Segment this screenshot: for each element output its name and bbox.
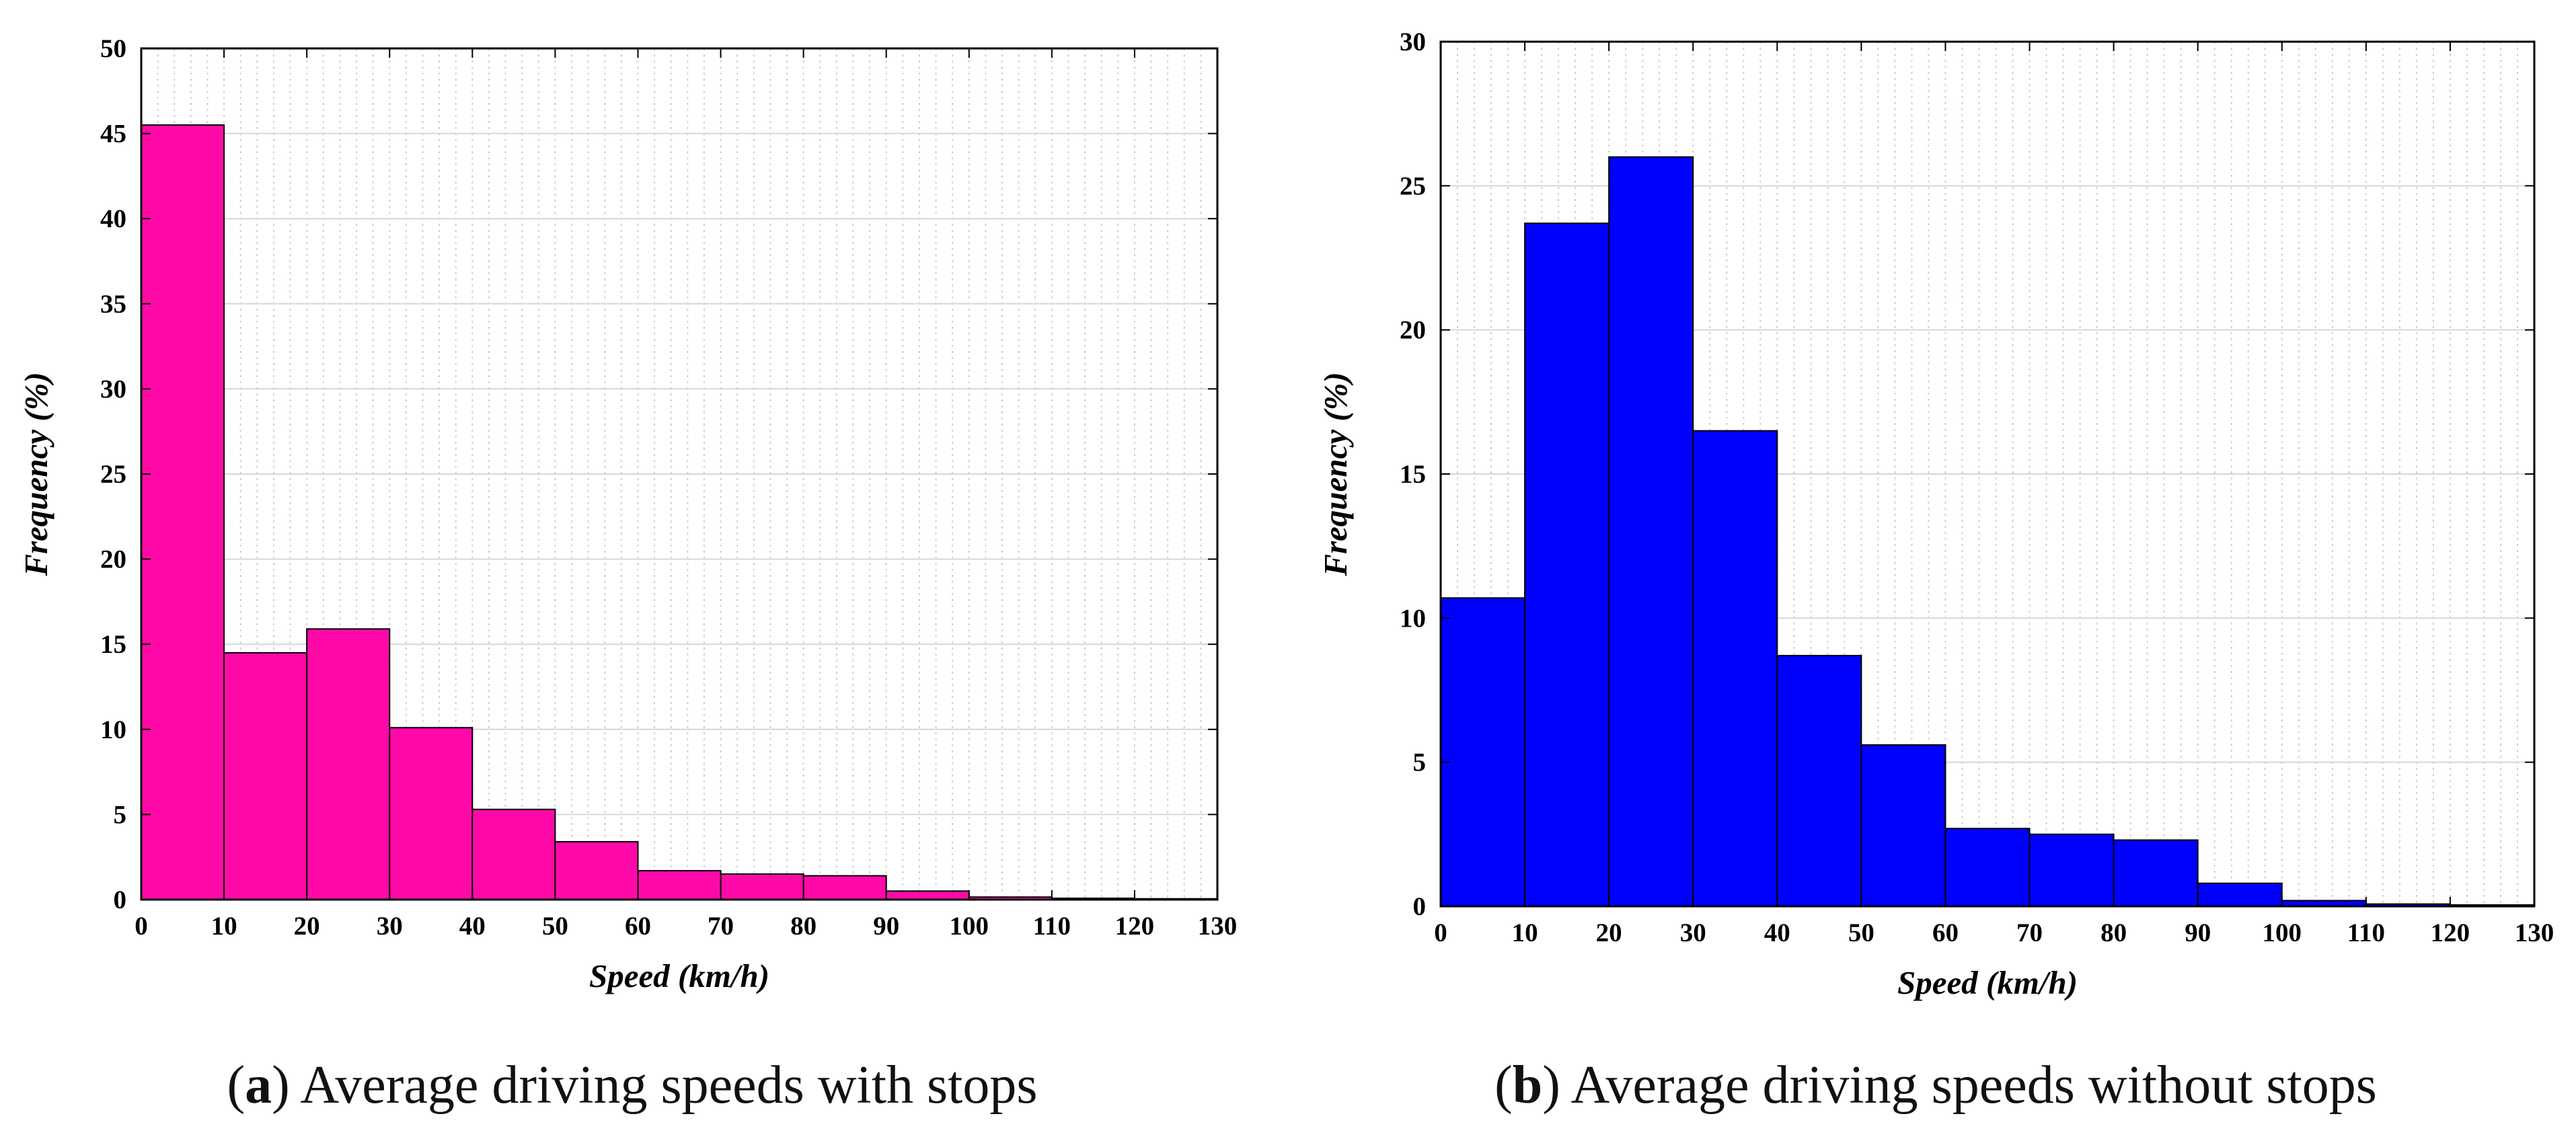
y-tick-label-a-10: 10 bbox=[100, 715, 126, 744]
bar-b-90-100 bbox=[2197, 882, 2283, 907]
y-tick-label-b-20: 20 bbox=[1400, 316, 1426, 345]
caption-letter-b: b bbox=[1513, 1056, 1543, 1115]
x-tick-label-a-50: 50 bbox=[542, 912, 568, 941]
y-tick-label-a-30: 30 bbox=[100, 375, 126, 403]
x-tick-label-b-0: 0 bbox=[1434, 918, 1447, 947]
x-tick-label-b-130: 130 bbox=[2515, 918, 2554, 947]
bar-a-40-50 bbox=[471, 808, 556, 900]
bar-a-60-70 bbox=[637, 869, 722, 901]
x-tick-label-b-80: 80 bbox=[2100, 918, 2127, 947]
bar-a-0-10 bbox=[141, 124, 225, 901]
caption-letter-a: a bbox=[245, 1056, 272, 1115]
caption-a: (a) Average driving speeds with stops bbox=[227, 1056, 1038, 1115]
y-tick-label-a-35: 35 bbox=[100, 290, 126, 319]
x-tick-label-a-130: 130 bbox=[1198, 912, 1238, 941]
x-tick-label-a-10: 10 bbox=[211, 912, 237, 941]
x-tick-label-a-0: 0 bbox=[135, 912, 148, 941]
x-tick-label-a-70: 70 bbox=[708, 912, 734, 941]
y-tick-label-a-40: 40 bbox=[100, 204, 126, 233]
y-axis-label-b: Frequency (%) bbox=[1317, 372, 1354, 576]
x-tick-label-a-100: 100 bbox=[950, 912, 989, 941]
x-tick-label-b-70: 70 bbox=[2016, 918, 2043, 947]
x-tick-label-b-110: 110 bbox=[2347, 918, 2385, 947]
x-tick-label-a-40: 40 bbox=[459, 912, 486, 941]
bar-b-20-30 bbox=[1608, 156, 1694, 907]
x-tick-label-a-30: 30 bbox=[377, 912, 403, 941]
y-tick-label-a-5: 5 bbox=[114, 800, 127, 829]
x-tick-label-b-100: 100 bbox=[2263, 918, 2302, 947]
y-tick-label-a-0: 0 bbox=[114, 885, 127, 914]
y-tick-label-a-15: 15 bbox=[100, 630, 126, 659]
bar-b-0-10 bbox=[1440, 597, 1526, 907]
bar-a-50-60 bbox=[554, 840, 639, 900]
x-axis-label-a: Speed (km/h) bbox=[589, 957, 769, 994]
x-tick-label-b-90: 90 bbox=[2185, 918, 2211, 947]
bar-a-30-40 bbox=[389, 727, 473, 900]
bar-b-30-40 bbox=[1692, 430, 1778, 907]
bar-b-60-70 bbox=[1944, 828, 2031, 908]
x-tick-label-a-80: 80 bbox=[790, 912, 817, 941]
panel-a: 0 10 20 30 40 50 60 70 80 90 100 110 120 130 0 5 10 15 20 2… bbox=[17, 34, 1237, 1115]
caption-text-a: Average driving speeds with stops bbox=[300, 1056, 1037, 1115]
x-tick-label-a-60: 60 bbox=[625, 912, 651, 941]
y-tick-label-a-50: 50 bbox=[100, 34, 126, 63]
bar-b-40-50 bbox=[1776, 655, 1862, 907]
x-tick-label-a-120: 120 bbox=[1115, 912, 1155, 941]
bar-b-50-60 bbox=[1860, 744, 1946, 907]
x-tick-label-a-20: 20 bbox=[294, 912, 320, 941]
caption-b: (b) Average driving speeds without stops bbox=[1494, 1056, 2377, 1115]
caption-text-b: Average driving speeds without stops bbox=[1571, 1056, 2377, 1115]
y-tick-label-a-25: 25 bbox=[100, 460, 126, 489]
y-axis-label-a: Frequency (%) bbox=[17, 372, 54, 576]
bar-b-70-80 bbox=[2029, 833, 2115, 908]
y-tick-label-a-20: 20 bbox=[100, 545, 126, 574]
x-tick-label-a-90: 90 bbox=[873, 912, 899, 941]
x-tick-label-b-60: 60 bbox=[1932, 918, 1959, 947]
x-tick-label-b-40: 40 bbox=[1764, 918, 1790, 947]
y-tick-label-b-0: 0 bbox=[1413, 892, 1427, 921]
y-tick-label-a-45: 45 bbox=[100, 120, 126, 149]
bar-b-10-20 bbox=[1524, 223, 1610, 907]
x-tick-label-b-10: 10 bbox=[1512, 918, 1538, 947]
x-tick-label-b-20: 20 bbox=[1596, 918, 1622, 947]
y-tick-label-b-30: 30 bbox=[1400, 28, 1426, 56]
x-tick-label-a-110: 110 bbox=[1033, 912, 1071, 941]
y-tick-label-b-5: 5 bbox=[1413, 748, 1427, 777]
panel-b: 0 10 20 30 40 50 60 70 80 90 100 110 120 130 0 5 10 15 20 2… bbox=[1317, 28, 2554, 1115]
bar-a-80-90 bbox=[802, 875, 887, 901]
y-tick-label-b-15: 15 bbox=[1400, 460, 1426, 489]
y-tick-label-b-10: 10 bbox=[1400, 604, 1426, 633]
y-tick-label-b-25: 25 bbox=[1400, 171, 1426, 200]
x-tick-label-b-50: 50 bbox=[1848, 918, 1874, 947]
bar-a-70-80 bbox=[720, 873, 804, 901]
x-axis-label-b: Speed (km/h) bbox=[1897, 964, 2078, 1001]
x-tick-label-b-30: 30 bbox=[1680, 918, 1706, 947]
bar-a-90-100 bbox=[885, 890, 970, 900]
bar-b-80-90 bbox=[2113, 839, 2199, 907]
bar-a-20-30 bbox=[306, 628, 391, 900]
bar-a-10-20 bbox=[223, 652, 308, 900]
x-tick-label-b-120: 120 bbox=[2431, 918, 2470, 947]
